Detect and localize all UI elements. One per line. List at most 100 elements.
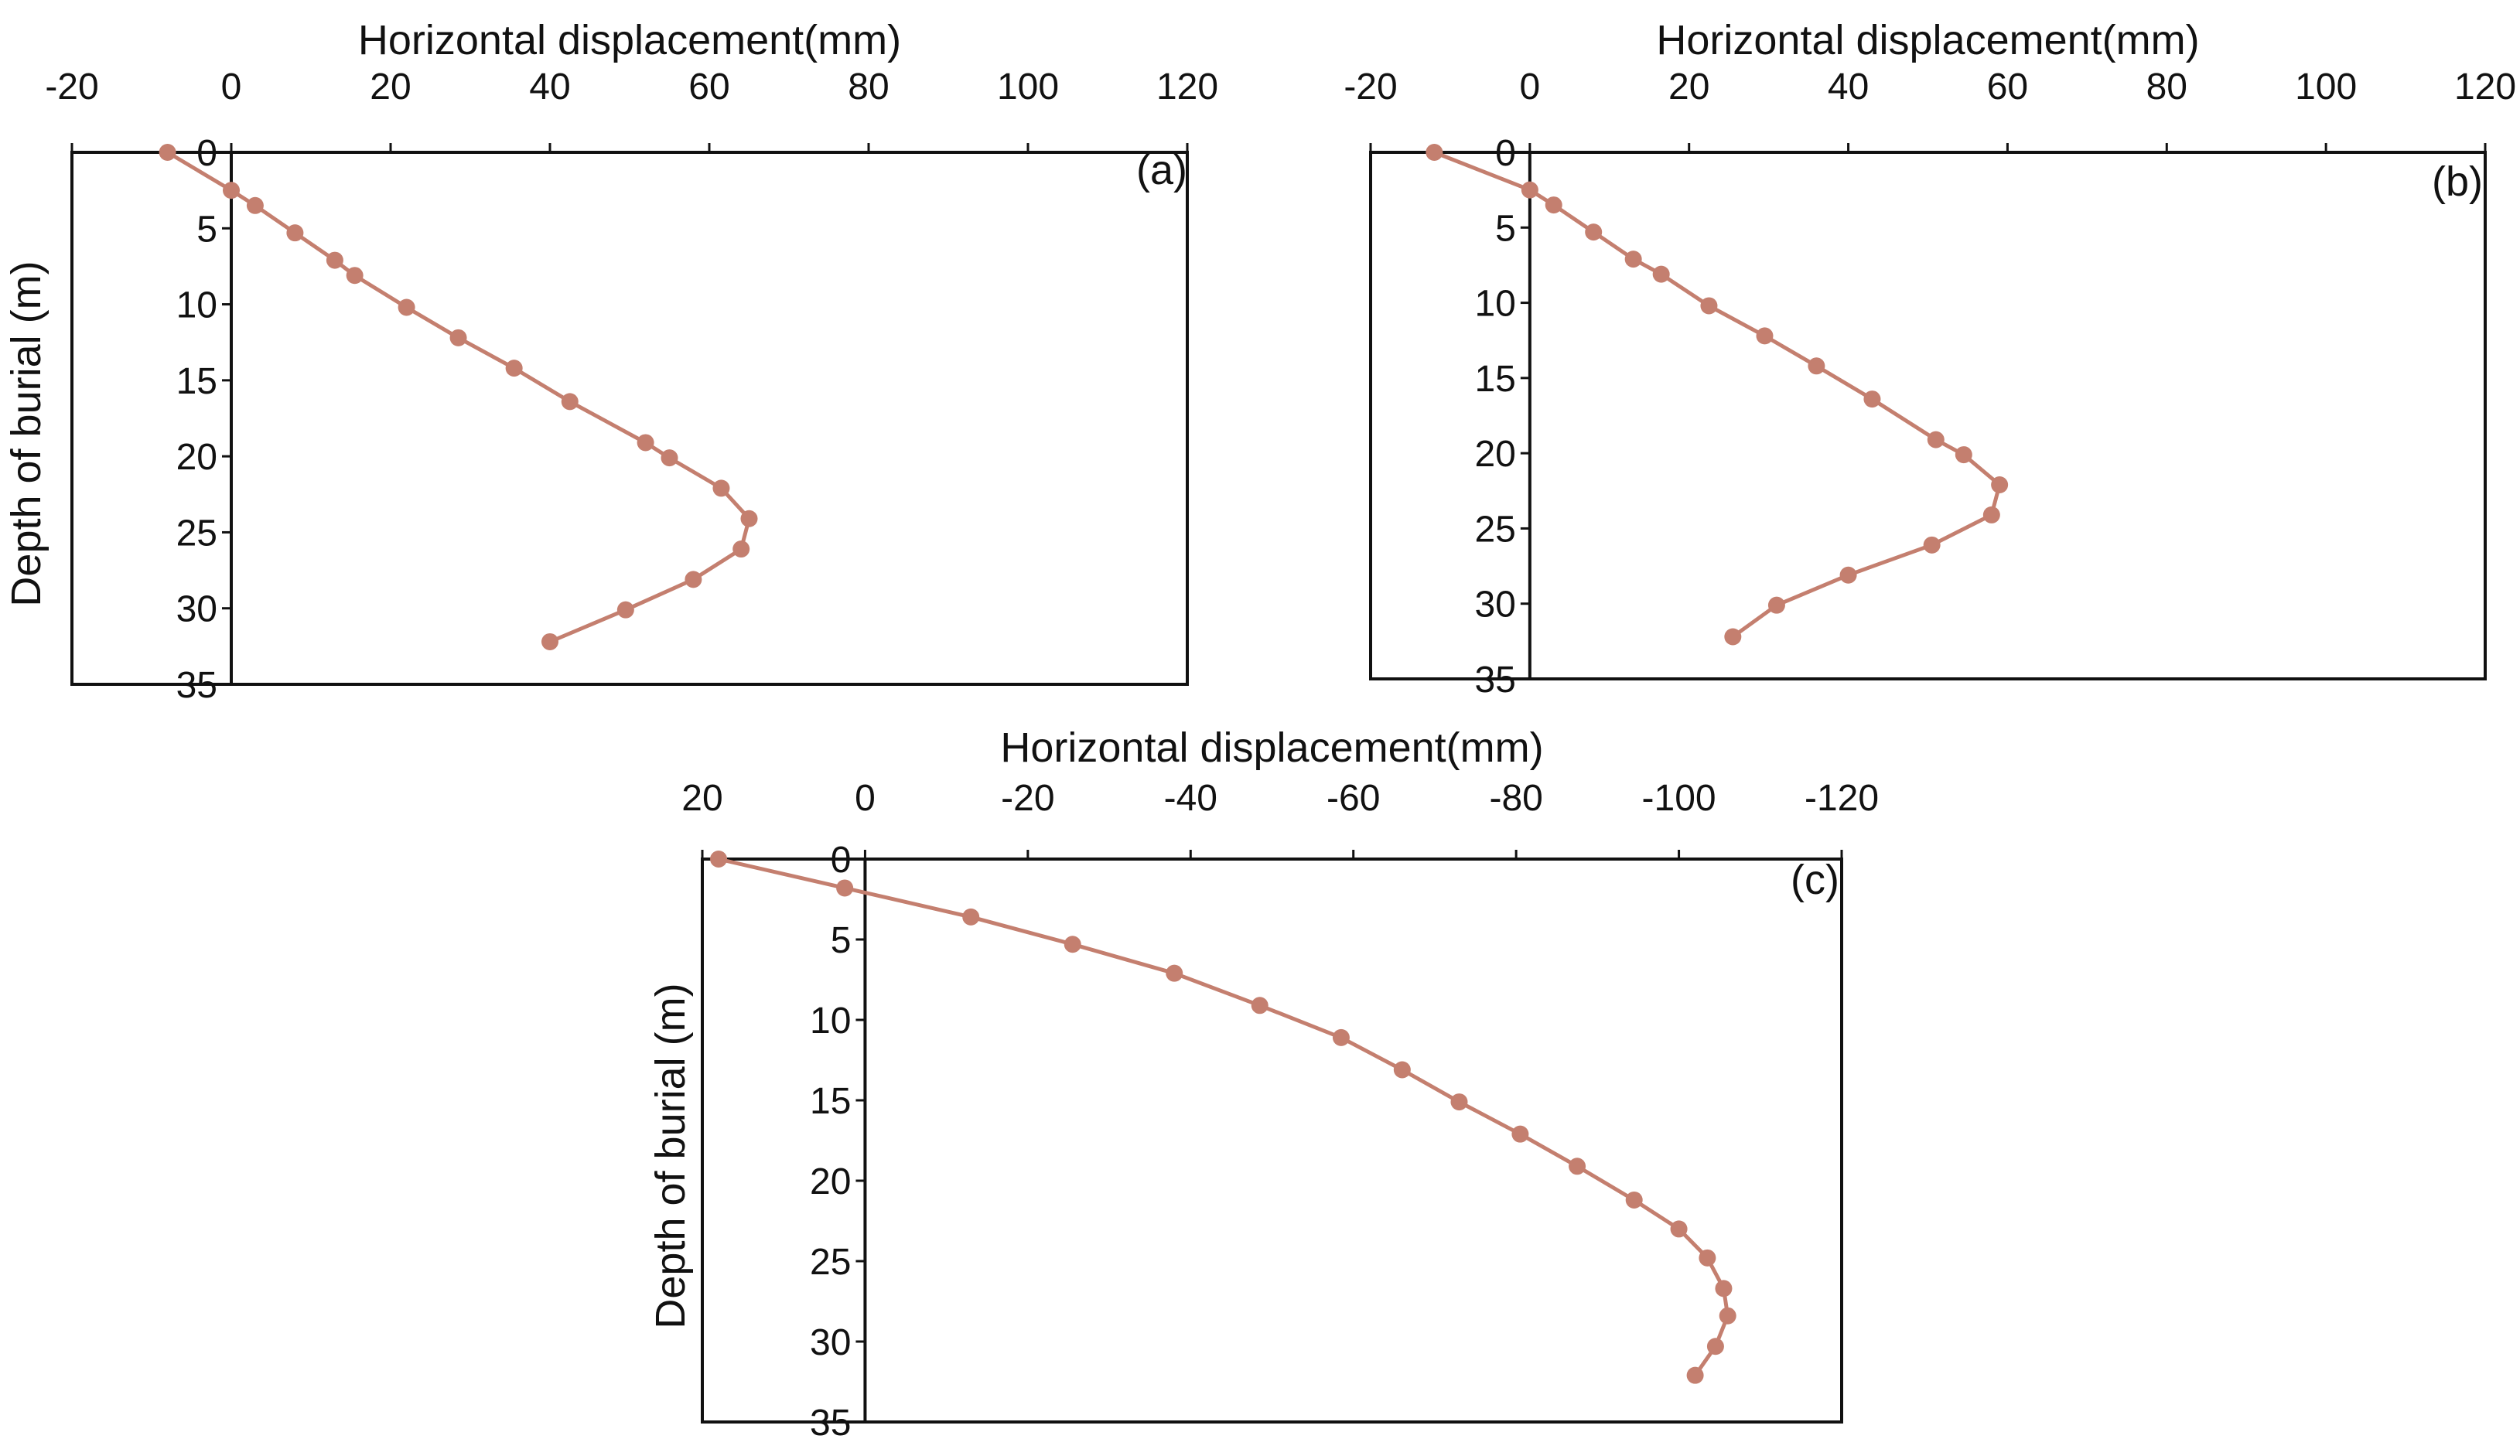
data-point (962, 908, 980, 926)
y-tick-label: 5 (831, 920, 852, 961)
x-tick-label: 0 (855, 778, 876, 819)
x-axis-title: Horizontal displacement(mm) (1656, 17, 2199, 63)
data-point (1450, 1093, 1468, 1111)
plot-frame (70, 151, 1189, 686)
x-tick-label: -120 (1805, 778, 1879, 819)
x-axis-title: Horizontal displacement(mm) (358, 17, 901, 63)
y-tick-label: 10 (176, 285, 217, 326)
data-point (1545, 196, 1562, 214)
data-point (1332, 1028, 1350, 1046)
x-tick-label: 60 (688, 66, 729, 107)
panel-a: -20 0 20 40 60 80 100 120 0 5 10 15 20 25 30 35 Horizont… (3, 17, 1218, 706)
data-point (1699, 1249, 1716, 1267)
x-tick-label: -20 (1344, 66, 1397, 107)
data-point (1923, 536, 1941, 554)
y-tick-label: 0 (196, 133, 217, 174)
x-tick-label: -20 (45, 66, 98, 107)
y-tick-label: 20 (176, 437, 217, 478)
y-tick-label: 5 (1495, 208, 1516, 249)
y-tick-label: 15 (810, 1081, 851, 1122)
x-tick-label: 100 (997, 66, 1059, 107)
data-point (326, 251, 343, 269)
data-point (1955, 446, 1972, 464)
data-point (1863, 390, 1881, 408)
x-tick-label: 20 (681, 778, 722, 819)
y-tick-label: 20 (1474, 434, 1515, 475)
data-point (223, 182, 240, 199)
data-point (561, 393, 579, 411)
data-point (1724, 628, 1742, 646)
y-tick-label: 35 (1474, 660, 1515, 701)
data-point (732, 540, 750, 558)
x-tick-label: 40 (529, 66, 570, 107)
y-tick-label: 10 (810, 1001, 851, 1042)
data-point (1839, 566, 1857, 584)
data-point (1715, 1280, 1733, 1297)
data-point (1585, 223, 1603, 241)
data-point (1927, 431, 1945, 448)
data-point (1251, 997, 1269, 1014)
data-point (346, 267, 364, 285)
x-axis-title: Horizontal displacement(mm) (1000, 725, 1543, 771)
y-tick-label: 30 (810, 1322, 851, 1363)
y-tick-label: 20 (810, 1161, 851, 1202)
data-point (710, 851, 728, 868)
data-point (246, 196, 264, 214)
data-point (541, 633, 558, 650)
data-point (1393, 1061, 1411, 1079)
y-tick-label: 30 (1474, 585, 1515, 626)
x-tick-label: 120 (2454, 66, 2516, 107)
data-point (505, 360, 523, 377)
data-point (159, 144, 176, 161)
panel-label: (a) (1136, 147, 1187, 193)
data-point (1511, 1125, 1529, 1143)
data-point (1767, 596, 1785, 614)
data-point (685, 571, 702, 588)
y-tick-label: 10 (1474, 284, 1515, 325)
panel-b: -20 0 20 40 60 80 100 120 0 5 10 15 20 25 30 35 Horizont… (1344, 17, 2516, 701)
y-tick-label: 25 (1474, 509, 1515, 550)
x-tick-label: 120 (1156, 66, 1218, 107)
data-point (1706, 1338, 1724, 1355)
x-tick-label: -80 (1489, 778, 1542, 819)
data-point (1700, 297, 1718, 315)
x-tick-label: 20 (1668, 66, 1709, 107)
data-point (1719, 1307, 1736, 1325)
data-point (1652, 265, 1670, 283)
data-point (1670, 1220, 1688, 1238)
x-tick-label: -60 (1327, 778, 1380, 819)
data-point (1686, 1366, 1704, 1384)
data-point (1426, 144, 1443, 161)
x-tick-label: -40 (1164, 778, 1217, 819)
data-point (1625, 1191, 1643, 1209)
panel-label: (b) (2432, 159, 2483, 205)
data-point (1521, 181, 1538, 199)
data-point (1808, 357, 1825, 375)
x-tick-label: 100 (2295, 66, 2357, 107)
x-tick-label: 60 (1987, 66, 2028, 107)
y-axis-title: Depth of burial (m) (647, 983, 694, 1328)
y-axis-title: Depth of burial (m) (3, 261, 50, 606)
panel-c: 20 0 -20 -40 -60 -80 -100 -120 0 5 10 15 20 25 30 35 Hor… (647, 725, 1879, 1444)
y-tick-label: 25 (176, 513, 217, 554)
y-tick-label: 0 (831, 840, 852, 881)
data-point (1166, 964, 1183, 982)
y-tick-label: 5 (196, 209, 217, 250)
y-tick-label: 30 (176, 589, 217, 630)
y-tick-label: 35 (810, 1403, 851, 1444)
data-point (286, 224, 304, 242)
data-point (836, 879, 854, 897)
y-tick-label: 15 (176, 361, 217, 402)
series-line (166, 150, 751, 644)
x-tick-label: 40 (1828, 66, 1869, 107)
data-point (449, 329, 467, 346)
data-point (398, 298, 415, 316)
y-tick-label: 35 (176, 665, 217, 706)
x-tick-label: 80 (848, 66, 889, 107)
data-point (1756, 327, 1774, 345)
data-point (712, 479, 730, 497)
plot-frame (701, 858, 1843, 1424)
y-tick-label: 25 (810, 1242, 851, 1283)
data-point (1064, 936, 1081, 953)
